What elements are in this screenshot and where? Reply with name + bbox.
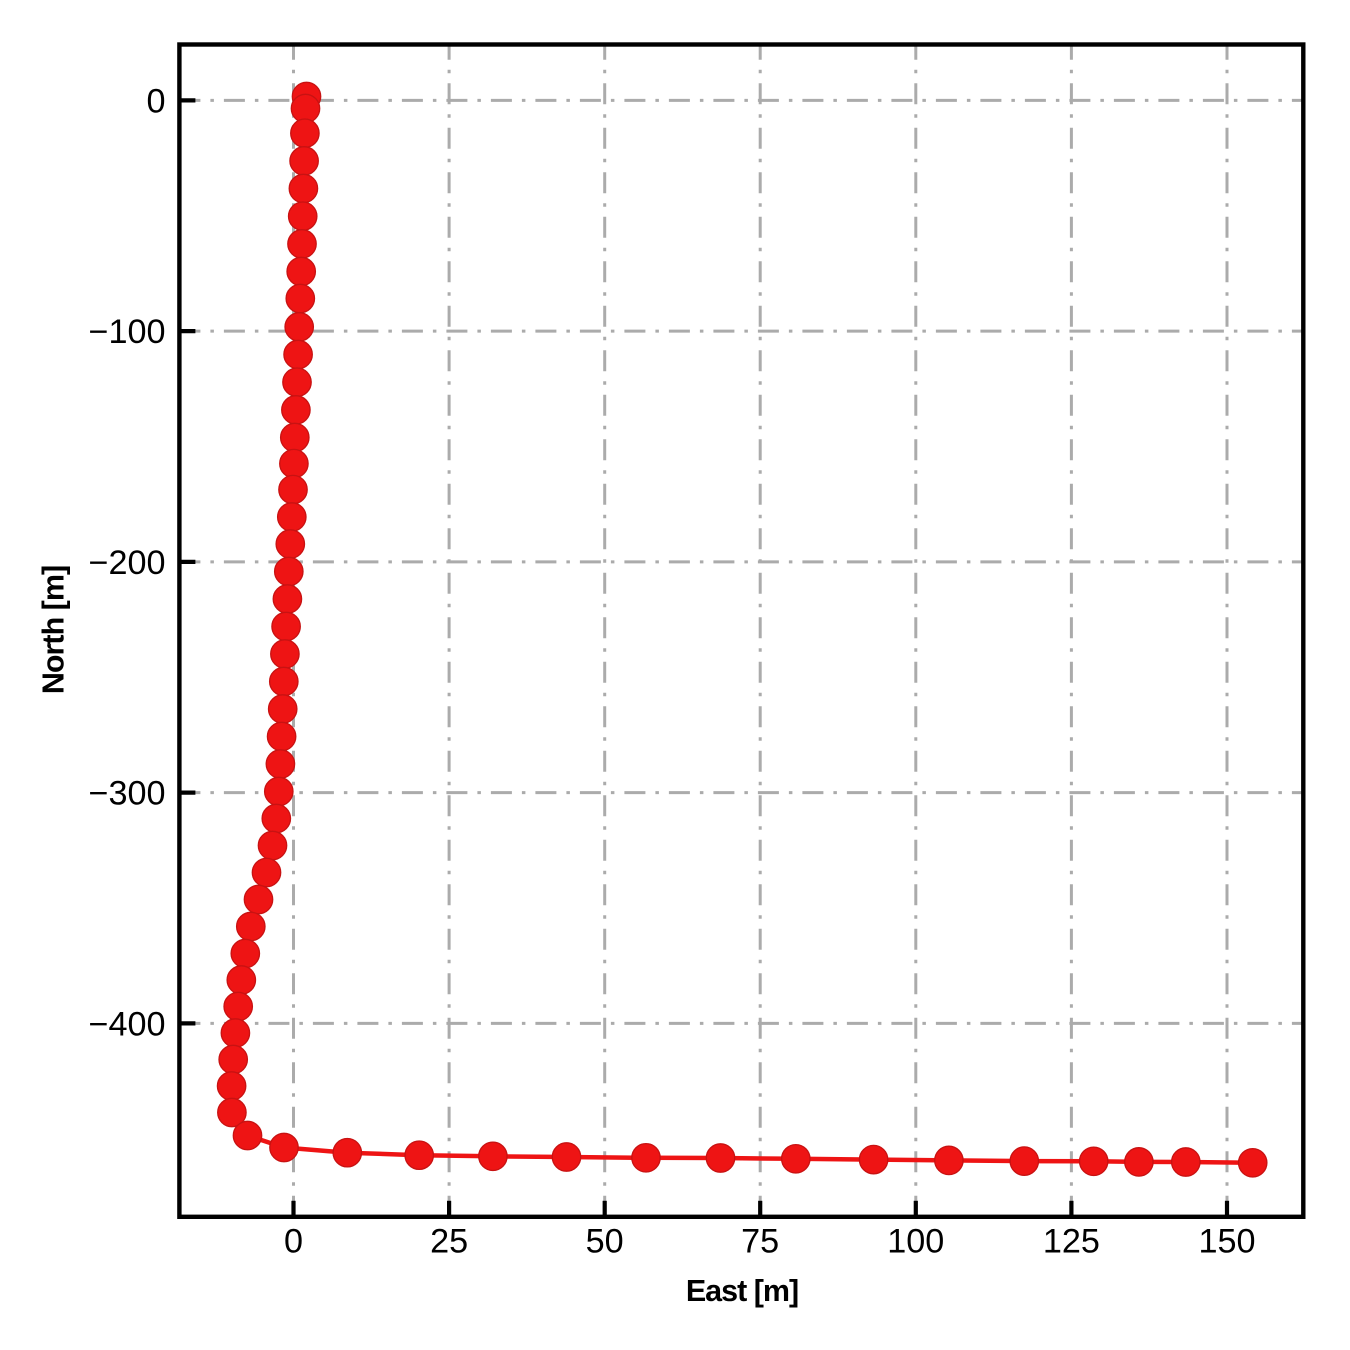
svg-text:North [m]: North [m]: [36, 566, 70, 694]
svg-text:100: 100: [887, 1223, 944, 1261]
svg-text:150: 150: [1198, 1223, 1255, 1261]
svg-text:East [m]: East [m]: [686, 1274, 798, 1308]
svg-text:50: 50: [586, 1223, 624, 1261]
svg-text:0: 0: [284, 1223, 303, 1261]
svg-text:−200: −200: [88, 544, 165, 582]
svg-text:−400: −400: [88, 1005, 165, 1043]
svg-text:25: 25: [430, 1223, 468, 1261]
svg-text:75: 75: [741, 1223, 779, 1261]
svg-text:−100: −100: [88, 313, 165, 351]
svg-text:0: 0: [146, 82, 165, 120]
svg-text:−300: −300: [88, 775, 165, 813]
svg-text:125: 125: [1043, 1223, 1100, 1261]
